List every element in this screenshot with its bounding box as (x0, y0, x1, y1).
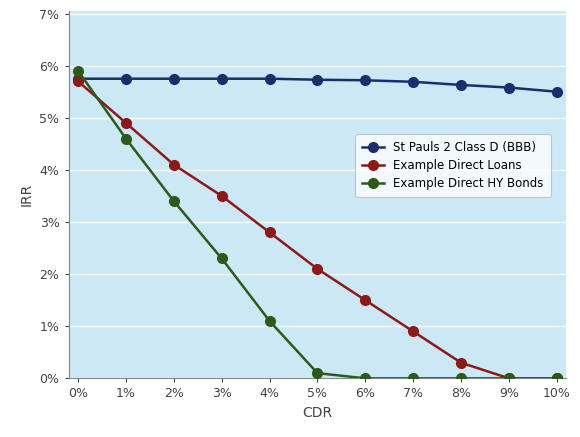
Example Direct Loans (218, 193, 225, 198)
Example Direct HY Bonds (458, 376, 465, 381)
Example Direct Loans (314, 266, 321, 271)
Example Direct Loans (362, 298, 369, 303)
St Pauls 2 Class D (BBB) (266, 76, 273, 81)
Example Direct HY Bonds (314, 371, 321, 376)
St Pauls 2 Class D (BBB) (75, 76, 82, 81)
St Pauls 2 Class D (BBB) (218, 76, 225, 81)
Example Direct Loans (505, 376, 512, 381)
Example Direct HY Bonds (122, 136, 129, 141)
Example Direct Loans (409, 329, 416, 334)
Example Direct HY Bonds (75, 68, 82, 73)
Line: St Pauls 2 Class D (BBB): St Pauls 2 Class D (BBB) (73, 74, 561, 97)
Example Direct Loans (171, 162, 177, 167)
Example Direct Loans (75, 79, 82, 84)
Example Direct Loans (553, 376, 560, 381)
Example Direct HY Bonds (218, 256, 225, 261)
St Pauls 2 Class D (BBB) (553, 89, 560, 94)
Y-axis label: IRR: IRR (20, 183, 34, 206)
Legend: St Pauls 2 Class D (BBB), Example Direct Loans, Example Direct HY Bonds: St Pauls 2 Class D (BBB), Example Direct… (356, 135, 550, 197)
Example Direct HY Bonds (409, 376, 416, 381)
Example Direct HY Bonds (553, 376, 560, 381)
Line: Example Direct Loans: Example Direct Loans (73, 76, 561, 383)
Example Direct HY Bonds (362, 376, 369, 381)
St Pauls 2 Class D (BBB) (409, 79, 416, 84)
St Pauls 2 Class D (BBB) (458, 82, 465, 87)
St Pauls 2 Class D (BBB) (122, 76, 129, 81)
Example Direct Loans (458, 360, 465, 365)
St Pauls 2 Class D (BBB) (314, 77, 321, 82)
Example Direct HY Bonds (171, 198, 177, 204)
Example Direct Loans (122, 120, 129, 125)
X-axis label: CDR: CDR (302, 406, 332, 420)
Example Direct Loans (266, 230, 273, 235)
St Pauls 2 Class D (BBB) (505, 85, 512, 90)
St Pauls 2 Class D (BBB) (171, 76, 177, 81)
Line: Example Direct HY Bonds: Example Direct HY Bonds (73, 66, 561, 383)
Example Direct HY Bonds (505, 376, 512, 381)
St Pauls 2 Class D (BBB) (362, 78, 369, 83)
Example Direct HY Bonds (266, 319, 273, 324)
